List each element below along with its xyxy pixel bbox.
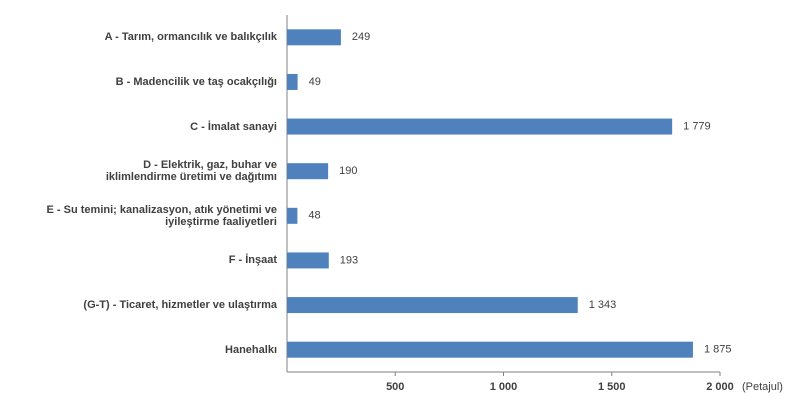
- x-tick-label: 1 000: [490, 381, 518, 393]
- value-label: 193: [340, 254, 358, 266]
- category-label: C - İmalat sanayi: [190, 120, 277, 133]
- bar: [287, 341, 693, 358]
- category-label: Hanehalkı: [225, 343, 277, 356]
- bar: [287, 29, 341, 46]
- category-label: B - Madencilik ve taş ocakçılığı: [115, 75, 277, 88]
- bar: [287, 207, 298, 224]
- category-label: F - İnşaat: [228, 254, 277, 267]
- bar: [287, 252, 329, 269]
- value-label: 190: [339, 165, 357, 177]
- x-unit: (Petajul): [742, 381, 783, 393]
- value-label: 1 779: [683, 120, 711, 132]
- bar: [287, 163, 329, 180]
- bar: [287, 297, 578, 314]
- value-label: 49: [309, 76, 321, 88]
- value-label: 48: [308, 210, 320, 222]
- category-label: (G-T) - Ticaret, hizmetler ve ulaştırma: [83, 299, 277, 312]
- category-label: E - Su temini; kanalizasyon, atık yöneti…: [46, 203, 277, 228]
- category-label: A - Tarım, ormancılık ve balıkçılık: [104, 31, 277, 44]
- category-label: D - Elektrik, gaz, buhar ve iklimlendirm…: [105, 159, 277, 184]
- x-tick-label: 2 000: [706, 381, 734, 393]
- bar: [287, 118, 673, 135]
- value-label: 1 343: [589, 299, 617, 311]
- x-tick-label: 500: [386, 381, 404, 393]
- value-label: 249: [352, 31, 370, 43]
- x-tick-label: 1 500: [598, 381, 626, 393]
- value-label: 1 875: [704, 344, 732, 356]
- bar: [287, 73, 298, 90]
